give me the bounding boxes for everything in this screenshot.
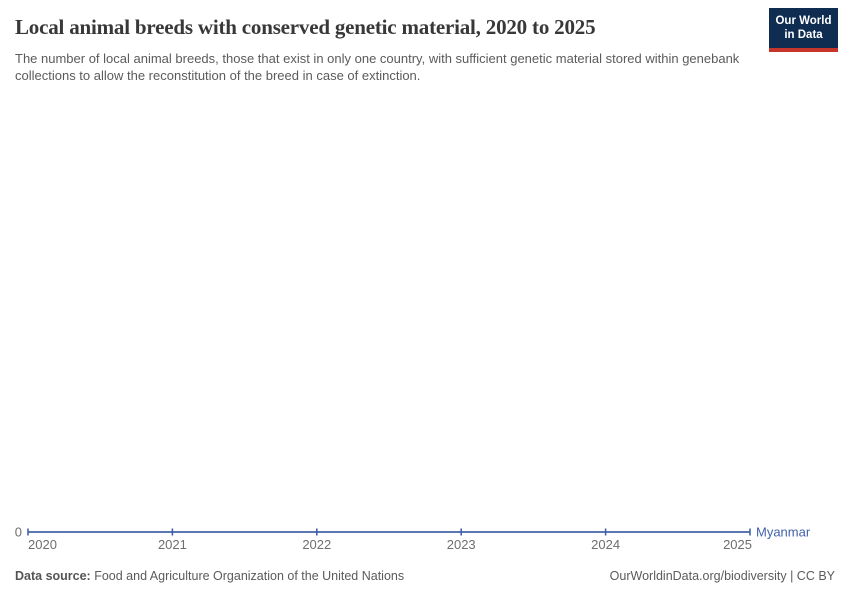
x-tick-label: 2020 bbox=[28, 537, 57, 552]
x-tick-label: 2024 bbox=[591, 537, 620, 552]
y-tick-label: 0 bbox=[15, 525, 22, 540]
x-tick-label: 2021 bbox=[158, 537, 187, 552]
data-source-text: Food and Agriculture Organization of the… bbox=[90, 569, 405, 583]
chart-footer: Data source: Food and Agriculture Organi… bbox=[15, 569, 835, 583]
x-tick-label: 2025 bbox=[723, 537, 752, 552]
owid-logo[interactable]: Our World in Data bbox=[769, 8, 838, 52]
owid-logo-line1: Our World bbox=[775, 15, 832, 27]
data-source-label: Data source: bbox=[15, 569, 91, 583]
chart-subtitle: The number of local animal breeds, those… bbox=[15, 51, 740, 84]
data-source: Data source: Food and Agriculture Organi… bbox=[15, 569, 404, 583]
x-tick-label: 2023 bbox=[447, 537, 476, 552]
owid-logo-line2: in Data bbox=[784, 29, 823, 42]
x-tick-label: 2022 bbox=[302, 537, 331, 552]
page-title: Local animal breeds with conserved genet… bbox=[15, 15, 596, 39]
series-label-myanmar[interactable]: Myanmar bbox=[756, 525, 811, 540]
line-chart: 0 Myanmar 2020 2021 2022 2023 2024 2025 bbox=[15, 525, 811, 553]
credit-link[interactable]: OurWorldinData.org/biodiversity | CC BY bbox=[609, 569, 835, 583]
